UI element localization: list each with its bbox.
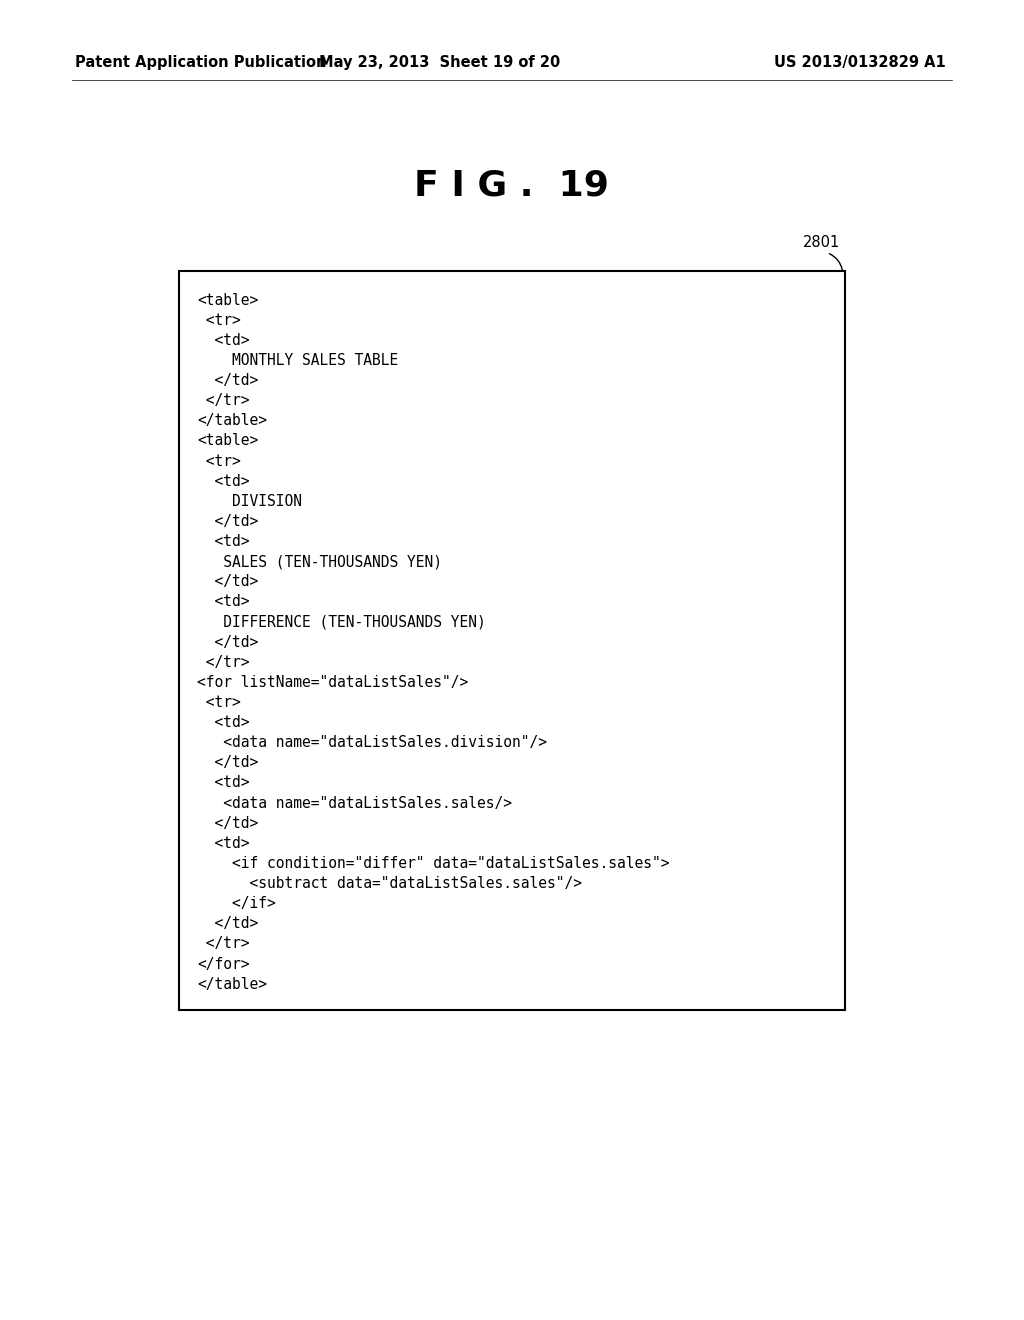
Text: <td>: <td> [198,333,250,348]
Text: <data name="dataListSales.division"/>: <data name="dataListSales.division"/> [198,735,547,750]
Text: </td>: </td> [198,816,258,830]
Text: May 23, 2013  Sheet 19 of 20: May 23, 2013 Sheet 19 of 20 [319,54,560,70]
Text: DIFFERENCE (TEN-THOUSANDS YEN): DIFFERENCE (TEN-THOUSANDS YEN) [198,615,486,630]
Text: US 2013/0132829 A1: US 2013/0132829 A1 [774,54,946,70]
Text: </td>: </td> [198,755,258,771]
Text: <table>: <table> [198,293,258,308]
Text: <table>: <table> [198,433,258,449]
Text: </table>: </table> [198,977,267,991]
Text: </td>: </td> [198,635,258,649]
Bar [179,271,845,1010]
Text: DIVISION: DIVISION [198,494,302,508]
Text: <td>: <td> [198,775,250,791]
Text: </tr>: </tr> [198,393,250,408]
Text: Patent Application Publication: Patent Application Publication [75,54,327,70]
Text: 2801: 2801 [803,235,840,249]
Text: </td>: </td> [198,574,258,589]
Text: </if>: </if> [198,896,275,911]
Text: <tr>: <tr> [198,696,241,710]
Text: <td>: <td> [198,594,250,610]
Text: </for>: </for> [198,957,250,972]
Text: <td>: <td> [198,836,250,851]
Text: </table>: </table> [198,413,267,428]
Text: </tr>: </tr> [198,936,250,952]
Text: </td>: </td> [198,916,258,932]
Text: SALES (TEN-THOUSANDS YEN): SALES (TEN-THOUSANDS YEN) [198,554,442,569]
Text: MONTHLY SALES TABLE: MONTHLY SALES TABLE [198,352,398,368]
Text: <if condition="differ" data="dataListSales.sales">: <if condition="differ" data="dataListSal… [198,855,670,871]
Text: </tr>: </tr> [198,655,250,669]
Text: <td>: <td> [198,535,250,549]
Text: F I G .  19: F I G . 19 [415,168,609,202]
Text: <subtract data="dataListSales.sales"/>: <subtract data="dataListSales.sales"/> [198,876,583,891]
Text: </td>: </td> [198,374,258,388]
Text: <for listName="dataListSales"/>: <for listName="dataListSales"/> [198,675,468,690]
Text: <td>: <td> [198,715,250,730]
Text: <tr>: <tr> [198,454,241,469]
Text: <tr>: <tr> [198,313,241,327]
Text: </td>: </td> [198,513,258,529]
Text: <data name="dataListSales.sales/>: <data name="dataListSales.sales/> [198,796,512,810]
Text: <td>: <td> [198,474,250,488]
